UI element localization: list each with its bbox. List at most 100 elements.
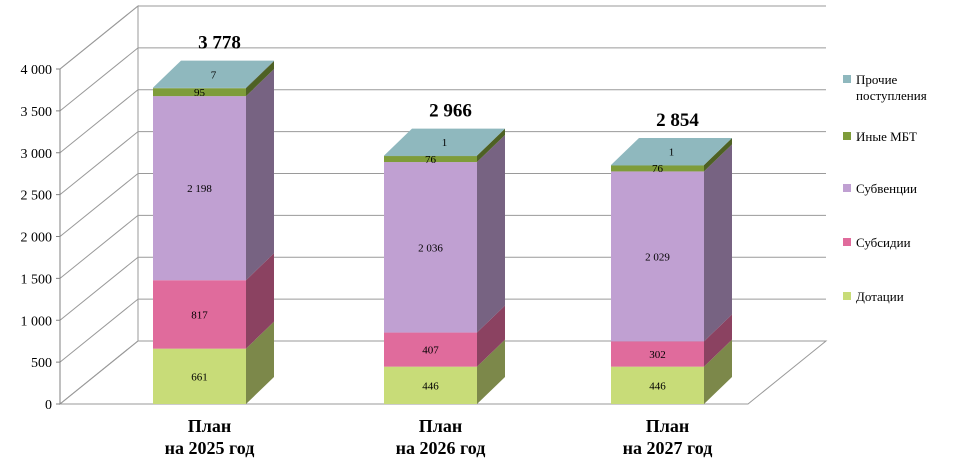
category-label: на 2026 год: [396, 438, 486, 458]
bar-front: [611, 164, 704, 166]
data-label: 661: [191, 371, 208, 383]
bar-side: [246, 69, 274, 281]
category-label: План: [646, 416, 689, 436]
gridline: [59, 131, 826, 196]
y-tick-label: 3 500: [21, 105, 53, 120]
total-label: 2 854: [656, 110, 699, 131]
data-label: 407: [422, 345, 439, 357]
y-tick-label: 2 000: [21, 231, 53, 246]
bar-top: [384, 128, 505, 156]
legend-swatch: [843, 132, 851, 140]
legend-label: поступления: [856, 88, 927, 103]
category-label: на 2027 год: [623, 438, 713, 458]
bar-front: [611, 366, 704, 404]
data-label: 95: [194, 87, 206, 99]
bar-segment: [153, 253, 274, 349]
bar-front: [153, 88, 246, 97]
bar-front: [611, 171, 704, 342]
legend-label: Прочие: [856, 72, 898, 87]
bar-side: [704, 138, 732, 172]
gridline: [59, 47, 826, 112]
bar-side: [477, 135, 505, 333]
bar-front: [611, 165, 704, 172]
y-tick-label: 4 000: [21, 63, 53, 78]
bar-front: [153, 348, 246, 404]
bar-front: [611, 341, 704, 367]
y-tick-label: 1 000: [21, 314, 53, 329]
bar-front: [153, 96, 246, 281]
bar-side: [246, 321, 274, 404]
y-axis: 0 500 1 000 1 500 2 000 2 500 3 000 3 500 4 000: [21, 63, 61, 413]
data-label: 1: [442, 137, 448, 149]
bar-front: [153, 87, 246, 89]
bar-segment: [384, 128, 505, 163]
bar-top: [153, 60, 274, 88]
bar-segment: [611, 137, 732, 166]
bars: [153, 60, 732, 404]
bar-segment: [611, 314, 732, 367]
legend-item: Субсидии: [843, 235, 911, 250]
bar-side: [704, 314, 732, 367]
legend-item: Иные МБТ: [843, 129, 917, 144]
gridline: [59, 298, 826, 363]
bar-segment: [153, 69, 274, 281]
bar-segment: [153, 60, 274, 89]
bar-segment: [611, 138, 732, 172]
total-label: 2 966: [429, 101, 472, 122]
gridline: [59, 5, 826, 70]
bar-side: [246, 60, 274, 89]
bar-side: [477, 339, 505, 404]
gridline: [59, 173, 826, 237]
bar-side: [704, 339, 732, 404]
gridlines: [59, 5, 826, 405]
data-labels: 661 817 2 198 95 7 3 778 446 407 2 036 76 1 2 966 44…: [187, 33, 699, 393]
legend-item: Субвенции: [843, 181, 917, 196]
bar-front: [384, 155, 477, 157]
data-label: 817: [191, 309, 208, 321]
bar-front: [384, 332, 477, 367]
gridline: [59, 214, 826, 279]
bar-side: [246, 61, 274, 97]
bar-segment: [384, 305, 505, 367]
y-tick-label: 500: [31, 356, 52, 371]
bar-front: [384, 162, 477, 333]
bar-side: [704, 144, 732, 342]
bar-segment: [611, 144, 732, 342]
legend-label: Дотации: [856, 289, 904, 304]
bar-segment: [384, 128, 505, 157]
gridline: [59, 89, 826, 154]
bar-side: [477, 128, 505, 156]
data-label: 2 036: [418, 242, 443, 254]
data-label: 7: [211, 70, 217, 82]
legend-label: Субвенции: [856, 181, 917, 196]
y-tick-label: 1 500: [21, 272, 53, 287]
legend-swatch: [843, 238, 851, 246]
bar-top: [611, 137, 732, 165]
data-label: 1: [669, 147, 675, 159]
data-label: 76: [652, 163, 664, 175]
data-label: 76: [425, 154, 437, 166]
category-label: План: [419, 416, 462, 436]
legend-swatch: [843, 75, 851, 83]
legend-label: Субсидии: [856, 235, 911, 250]
bar-front: [384, 155, 477, 163]
y-tick-label: 0: [45, 398, 52, 413]
bar-segment: [384, 135, 505, 333]
bar-front: [384, 366, 477, 404]
category-label: на 2025 год: [165, 438, 255, 458]
bar-front: [153, 280, 246, 349]
legend-label: Иные МБТ: [856, 129, 917, 144]
bar-side: [477, 128, 505, 163]
data-label: 446: [422, 380, 439, 392]
bar-segment: [153, 321, 274, 404]
category-label: План: [188, 416, 231, 436]
bar-side: [246, 253, 274, 349]
legend-swatch: [843, 184, 851, 192]
y-tick-label: 2 500: [21, 189, 53, 204]
bar-side: [477, 305, 505, 367]
bar-segment: [384, 339, 505, 404]
